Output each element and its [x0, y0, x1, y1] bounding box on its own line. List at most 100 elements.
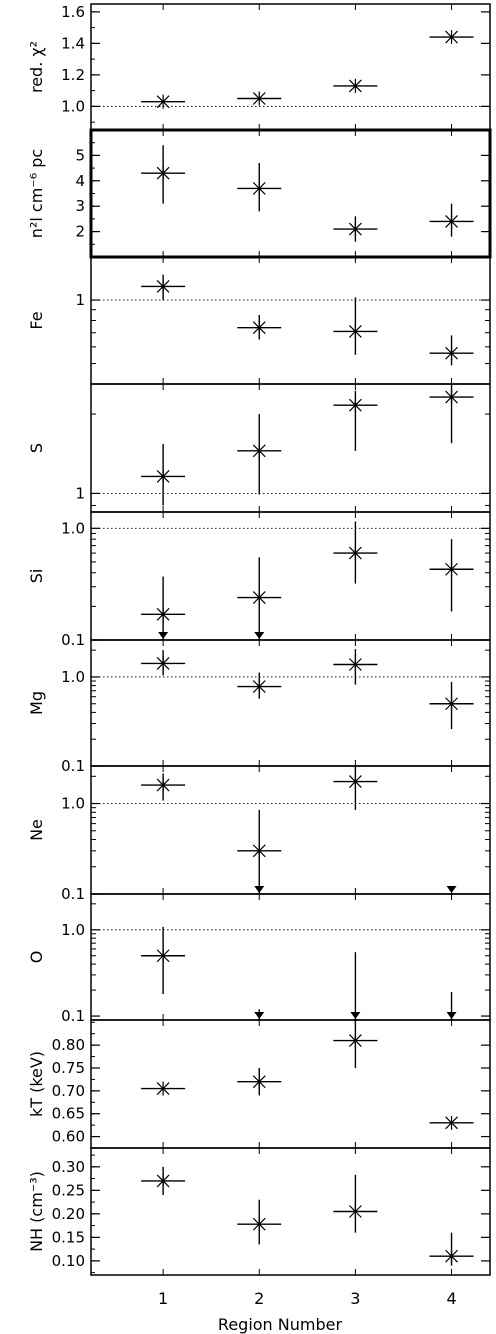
- panel-Mg: 0.1 1.0 Mg: [27, 639, 491, 775]
- data-point: [350, 952, 361, 1020]
- data-point: [333, 1174, 378, 1233]
- data-point: [254, 1009, 265, 1020]
- panel-NH: 0.10 0.15 0.20 0.25 0.30 NH (cm⁻³): [27, 1147, 491, 1276]
- y-tick-label: 2: [75, 223, 85, 241]
- upper-limit-arrow: [446, 1012, 457, 1019]
- data-point: [333, 1020, 378, 1068]
- y-tick-label: 0.70: [52, 1082, 85, 1100]
- data-point: [237, 557, 282, 640]
- y-tick-label: 0.65: [52, 1105, 85, 1123]
- data-point: [141, 926, 186, 995]
- y-tick-label: 0.15: [52, 1228, 85, 1246]
- data-point: [333, 390, 378, 451]
- panel-frame: [90, 511, 491, 641]
- data-point: [333, 649, 378, 685]
- y-axis-label: n²l cm⁻⁶ pc: [27, 149, 46, 238]
- upper-limit-arrow: [158, 632, 169, 639]
- y-tick-label: 0.10: [52, 1252, 85, 1270]
- data-point: [446, 992, 457, 1020]
- y-tick-label: 0.25: [52, 1181, 85, 1199]
- data-point: [141, 274, 186, 301]
- y-tick-label: 0.1: [61, 757, 85, 775]
- data-point: [429, 1232, 474, 1266]
- data-point: [446, 886, 457, 893]
- y-axis-label: S: [27, 443, 46, 453]
- panel-frame: [90, 1147, 491, 1276]
- data-point: [141, 94, 186, 109]
- x-tick-label: 3: [350, 1289, 360, 1308]
- upper-limit-arrow: [254, 1012, 265, 1019]
- data-point: [429, 1115, 474, 1130]
- x-axis-label: Region Number: [218, 1315, 343, 1334]
- data-point: [429, 335, 474, 366]
- y-tick-label: 0.30: [52, 1158, 85, 1176]
- y-tick-label: 5: [75, 146, 85, 164]
- data-point: [141, 1166, 186, 1196]
- y-axis-label: O: [27, 951, 46, 964]
- upper-limit-arrow: [254, 632, 265, 639]
- y-tick-label: 1.4: [61, 34, 85, 52]
- y-tick-label: 1.2: [61, 66, 85, 84]
- panel-redchi: 1.0 1.2 1.4 1.6 red. χ²: [27, 3, 491, 131]
- data-point: [237, 163, 282, 212]
- panel-frame: [90, 1019, 491, 1149]
- y-axis-label: NH (cm⁻³): [27, 1171, 46, 1252]
- panel-frame: [89, 128, 492, 259]
- y-tick-label: 3: [75, 197, 85, 215]
- y-tick-label: 1: [75, 291, 85, 309]
- data-point: [429, 30, 474, 45]
- panel-norm: 2 3 4 5 n²l cm⁻⁶ pc: [27, 128, 492, 259]
- data-point: [333, 297, 378, 355]
- y-tick-label: 1.0: [61, 795, 85, 813]
- y-tick-label: 1.6: [61, 3, 85, 21]
- data-point: [237, 1068, 282, 1096]
- upper-limit-arrow: [350, 1012, 361, 1019]
- y-tick-label: 0.1: [61, 885, 85, 903]
- upper-limit-arrow: [446, 886, 457, 893]
- x-axis: Region Number 1 2 3 4: [158, 1289, 457, 1334]
- data-point: [141, 773, 186, 801]
- panel-Ne: 0.1 1.0 Ne: [27, 765, 491, 903]
- y-tick-label: 1.0: [61, 97, 85, 115]
- y-tick-label: 1.0: [61, 519, 85, 537]
- panel-S: 1S: [27, 383, 491, 513]
- data-point: [237, 414, 282, 495]
- y-tick-label: 1.0: [61, 921, 85, 939]
- y-axis-label: Fe: [27, 311, 46, 329]
- panel-frame: [90, 383, 491, 513]
- data-point: [429, 384, 474, 444]
- data-point: [237, 314, 282, 340]
- data-point: [237, 672, 282, 699]
- y-tick-label: 1.0: [61, 668, 85, 686]
- y-tick-label: 0.20: [52, 1205, 85, 1223]
- data-point: [333, 521, 378, 584]
- y-tick-label: 0.1: [61, 631, 85, 649]
- panel-frame: [90, 256, 491, 385]
- data-point: [333, 766, 378, 810]
- panel-Fe: 1 Fe: [27, 256, 491, 385]
- panel-frame: [90, 3, 491, 131]
- data-point: [141, 576, 186, 640]
- data-point: [429, 681, 474, 730]
- data-point: [141, 650, 186, 676]
- y-axis-label: Si: [27, 569, 46, 584]
- panel-frame: [90, 639, 491, 767]
- upper-limit-arrow: [254, 886, 265, 893]
- y-axis-label: kT (keV): [27, 1051, 46, 1117]
- y-axis-label: red. χ²: [27, 41, 46, 93]
- data-point: [237, 1199, 282, 1245]
- data-point: [237, 91, 282, 106]
- panel-Si: 0.1 1.0 Si: [27, 511, 491, 649]
- data-point: [333, 216, 378, 242]
- x-tick-label: 2: [254, 1289, 264, 1308]
- panel-frame: [90, 893, 491, 1021]
- x-tick-label: 1: [158, 1289, 168, 1308]
- data-point: [141, 443, 186, 506]
- y-tick-label: 0.80: [52, 1036, 85, 1054]
- data-point: [237, 809, 282, 894]
- y-tick-label: 0.1: [61, 1007, 85, 1025]
- y-tick-label: 0.60: [52, 1128, 85, 1146]
- y-axis-label: Mg: [27, 691, 46, 715]
